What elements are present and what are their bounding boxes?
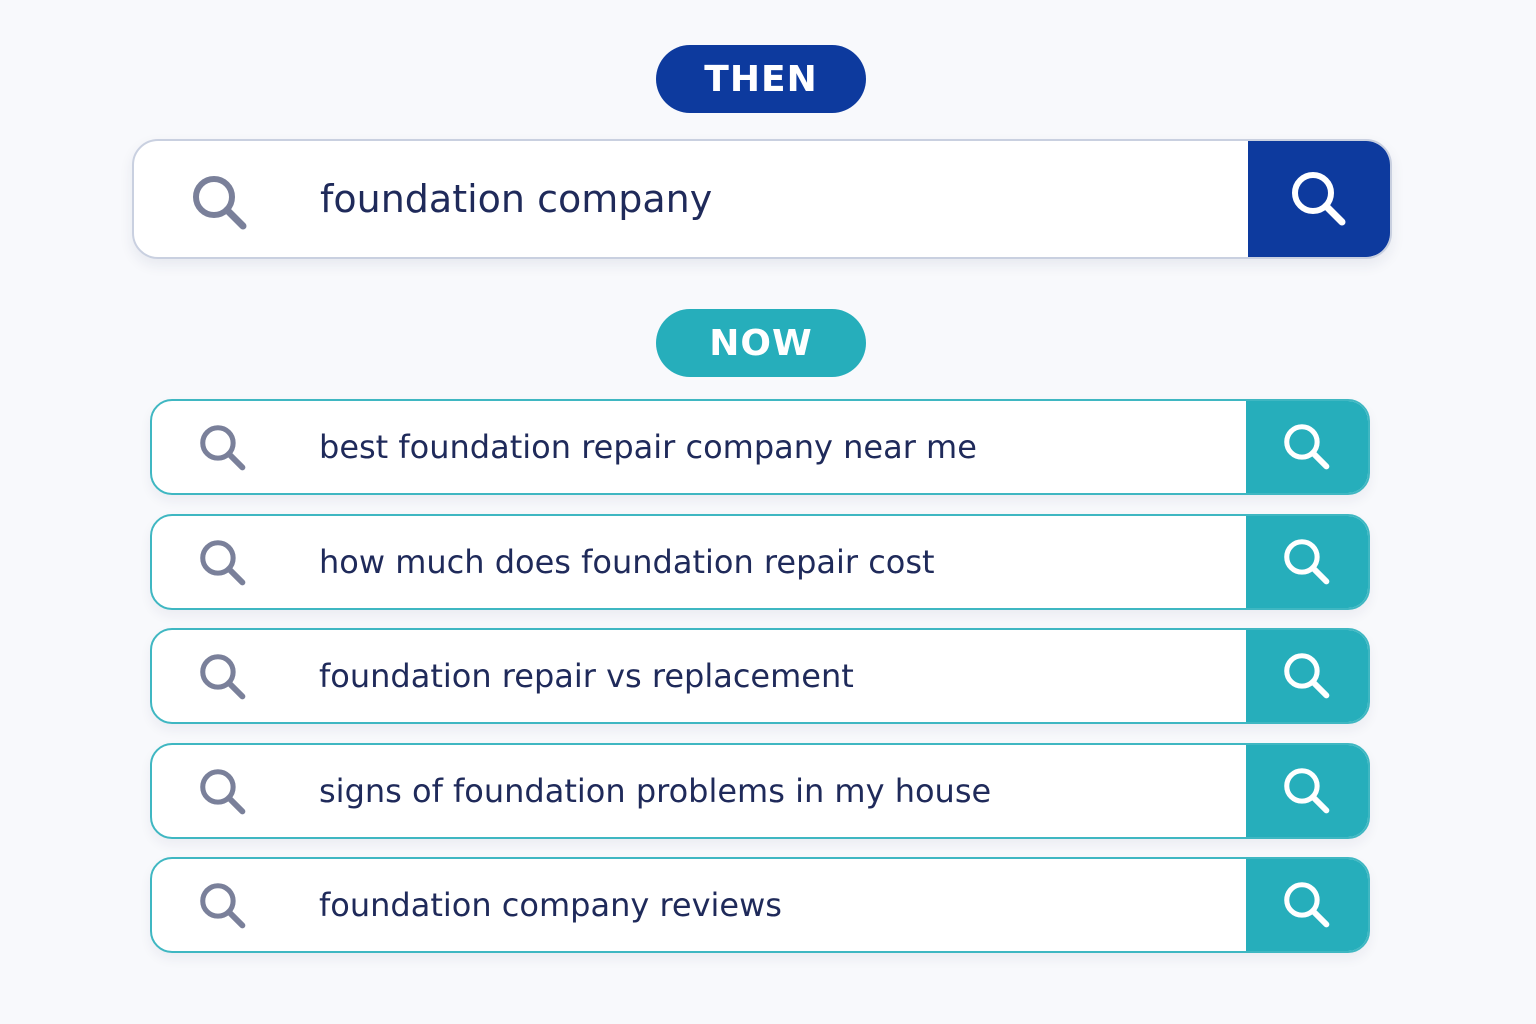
search-icon [196,536,250,594]
search-icon [193,176,247,230]
search-button[interactable] [1246,744,1368,837]
query-text: how much does foundation repair cost [319,542,935,581]
search-icon [196,879,250,937]
search-icon [196,650,250,708]
search-icon [196,421,250,479]
query-text: foundation company reviews [319,886,782,924]
now-badge: NOW [656,309,866,377]
search-bar[interactable]: how much does foundation repair cost [150,513,1370,610]
search-button[interactable] [1248,141,1390,257]
search-bar[interactable]: best foundation repair company near me [150,399,1370,495]
query-text: best foundation repair company near me [319,428,977,466]
query-text: foundation company [320,177,713,221]
search-button[interactable] [1246,515,1368,608]
search-icon [196,765,250,823]
search-bar[interactable]: foundation company reviews [150,857,1370,953]
search-button[interactable] [1246,401,1368,493]
query-text: signs of foundation problems in my house [319,771,992,810]
query-text: foundation repair vs replacement [319,657,854,695]
search-bar[interactable]: foundation repair vs replacement [150,628,1370,724]
then-badge: THEN [656,45,866,113]
search-bar[interactable]: foundation company [132,139,1392,259]
search-bar[interactable]: signs of foundation problems in my house [150,742,1370,839]
search-button[interactable] [1246,859,1368,951]
search-button[interactable] [1246,630,1368,722]
